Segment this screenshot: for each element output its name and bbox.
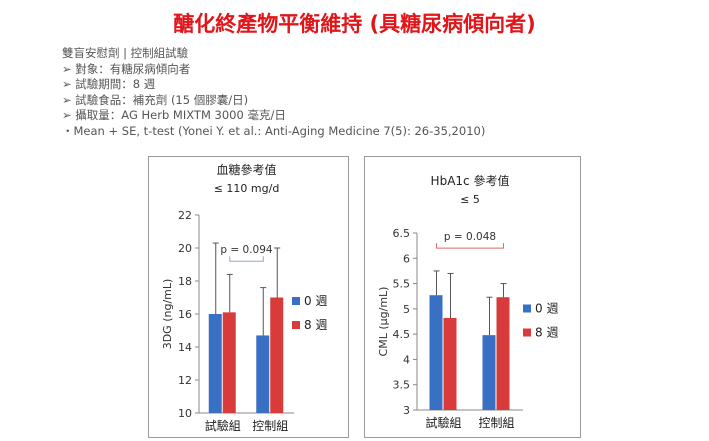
y-tick-label: 16 bbox=[178, 308, 192, 321]
y-tick-label: 4.5 bbox=[393, 328, 411, 341]
y-tick-label: 12 bbox=[178, 374, 192, 387]
bar-week0 bbox=[256, 335, 270, 413]
bar-week0 bbox=[482, 335, 496, 410]
legend-swatch bbox=[523, 328, 531, 337]
x-tick-label: 控制組 bbox=[478, 416, 514, 430]
note-period: ➢ 試驗期間：8 週 bbox=[62, 77, 156, 92]
y-tick-label: 5.5 bbox=[393, 278, 411, 291]
y-tick-label: 3 bbox=[403, 404, 410, 417]
legend-swatch bbox=[292, 297, 300, 305]
y-tick-label: 4 bbox=[403, 353, 410, 366]
legend-label: 8 週 bbox=[535, 326, 558, 340]
significance-bracket bbox=[229, 256, 264, 262]
legend-swatch bbox=[292, 321, 300, 329]
chart-3dg-svg: 血糖參考值 ≤ 110 mg/d 10 12 14 16 18 20 22 3DG (ng/mL)… bbox=[161, 162, 327, 433]
bar-week8 bbox=[270, 297, 284, 413]
bar-week8 bbox=[496, 297, 510, 410]
y-tick-label: 10 bbox=[178, 407, 192, 420]
y-tick-label: 3.5 bbox=[393, 379, 411, 392]
bar-week0 bbox=[208, 314, 222, 413]
y-tick-label: 6 bbox=[403, 252, 410, 265]
note-intake: ➢ 攝取量：AG Herb MIXTM 3000 毫克/日 bbox=[62, 108, 286, 123]
p-value-label: p = 0.094 bbox=[220, 244, 273, 256]
y-tick-label: 14 bbox=[178, 341, 192, 354]
chart-title: 血糖參考值 bbox=[216, 162, 276, 177]
significance-bracket bbox=[436, 243, 504, 249]
legend-label: 8 週 bbox=[304, 318, 327, 332]
y-tick-label: 22 bbox=[178, 209, 192, 222]
x-tick-label: 控制組 bbox=[252, 419, 288, 433]
chart-subtitle: ≤ 110 mg/d bbox=[214, 182, 280, 195]
y-tick-label: 20 bbox=[178, 242, 192, 255]
legend-label: 0 週 bbox=[535, 302, 558, 316]
y-tick-label: 6.5 bbox=[393, 227, 411, 240]
note-statistics: ・Mean + SE, t-test (Yonei Y. et al.: Ant… bbox=[62, 123, 486, 138]
chart-3dg: 血糖參考值 ≤ 110 mg/d 10 12 14 16 18 20 22 3DG (ng/mL)… bbox=[148, 156, 349, 438]
note-test-food: ➢ 試驗食品：補充劑 (15 個膠囊/日) bbox=[62, 92, 249, 107]
chart-cml: HbA1c 參考值 ≤ 5 3 3.5 4 4.5 5 5.5 6 6.5 CML (μg/mL) 試… bbox=[364, 156, 581, 438]
legend-label: 0 週 bbox=[304, 294, 327, 308]
chart-cml-svg: HbA1c 參考值 ≤ 5 3 3.5 4 4.5 5 5.5 6 6.5 CML (μg/mL) 試… bbox=[377, 173, 558, 430]
x-tick-label: 試驗組 bbox=[205, 418, 241, 433]
note-subjects: ➢ 對象：有糖尿病傾向者 bbox=[62, 61, 191, 76]
x-tick-label: 試驗組 bbox=[425, 415, 461, 430]
chart-title: HbA1c 參考值 bbox=[431, 173, 510, 188]
y-tick-label: 18 bbox=[178, 275, 192, 288]
note-design: 雙盲安慰劑 | 控制組試驗 bbox=[62, 46, 189, 60]
study-notes: 雙盲安慰劑 | 控制組試驗 ➢ 對象：有糖尿病傾向者 ➢ 試驗期間：8 週 ➢ … bbox=[62, 46, 485, 140]
y-axis-label: 3DG (ng/mL) bbox=[161, 279, 174, 350]
bar-week8 bbox=[443, 317, 457, 410]
chart-subtitle: ≤ 5 bbox=[460, 193, 480, 206]
page-title: 醣化終產物平衡維持 (具糖尿病傾向者) bbox=[173, 12, 536, 36]
p-value-label: p = 0.048 bbox=[444, 231, 496, 243]
legend-swatch bbox=[523, 304, 531, 313]
bar-week8 bbox=[222, 312, 236, 413]
y-axis-label: CML (μg/mL) bbox=[377, 287, 390, 357]
y-tick-label: 5 bbox=[403, 303, 410, 316]
bar-week0 bbox=[429, 295, 443, 410]
